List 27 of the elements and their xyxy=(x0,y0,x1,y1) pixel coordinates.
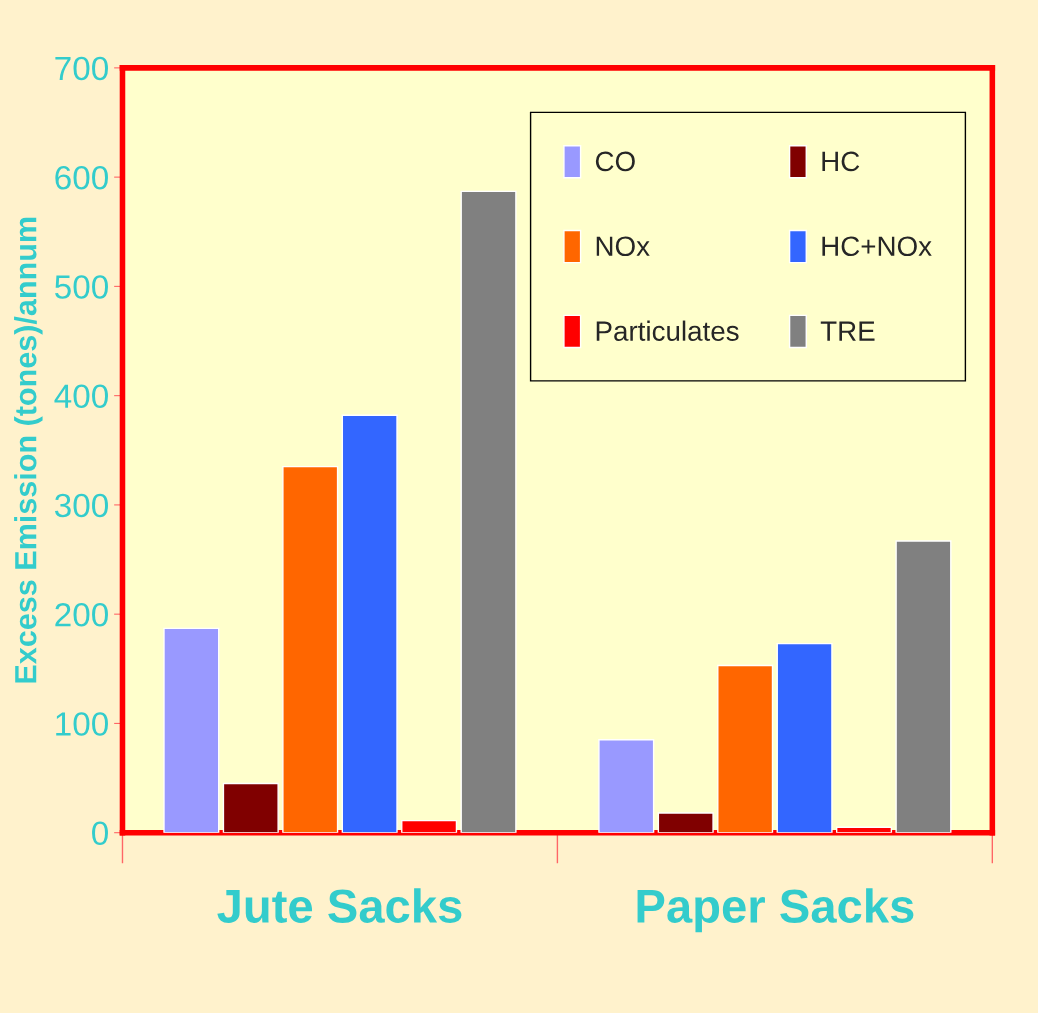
x-tick-label: Paper Sacks xyxy=(637,888,914,933)
y-tick-label: 500 xyxy=(55,275,108,299)
bar xyxy=(657,812,714,833)
y-tick-label: 300 xyxy=(54,493,108,518)
bar xyxy=(163,627,220,833)
bar xyxy=(460,190,517,833)
y-tick-label: 100 xyxy=(56,712,108,736)
bar xyxy=(282,465,339,833)
legend-label: Particulates xyxy=(596,320,739,341)
y-tick-label: 700 xyxy=(55,56,108,81)
y-tick-label: 600 xyxy=(55,165,108,190)
y-tick-label: 200 xyxy=(55,602,108,627)
legend-label: CO xyxy=(595,151,635,172)
bar xyxy=(895,540,952,833)
legend-label: NOx xyxy=(596,236,650,257)
bar xyxy=(776,642,833,833)
legend-label: TRE xyxy=(820,321,875,341)
legend-label: HC xyxy=(822,151,860,172)
bar xyxy=(717,664,774,833)
bar xyxy=(341,414,398,833)
bar xyxy=(222,782,279,833)
legend-label: HC+NOx xyxy=(822,236,932,257)
bar xyxy=(598,739,655,833)
x-tick-label: Jute Sacks xyxy=(217,888,462,923)
y-axis-title: Excess Emission (tones)/annum xyxy=(14,217,43,683)
y-tick-label: 400 xyxy=(54,384,108,409)
y-tick-label: 0 xyxy=(92,821,108,846)
